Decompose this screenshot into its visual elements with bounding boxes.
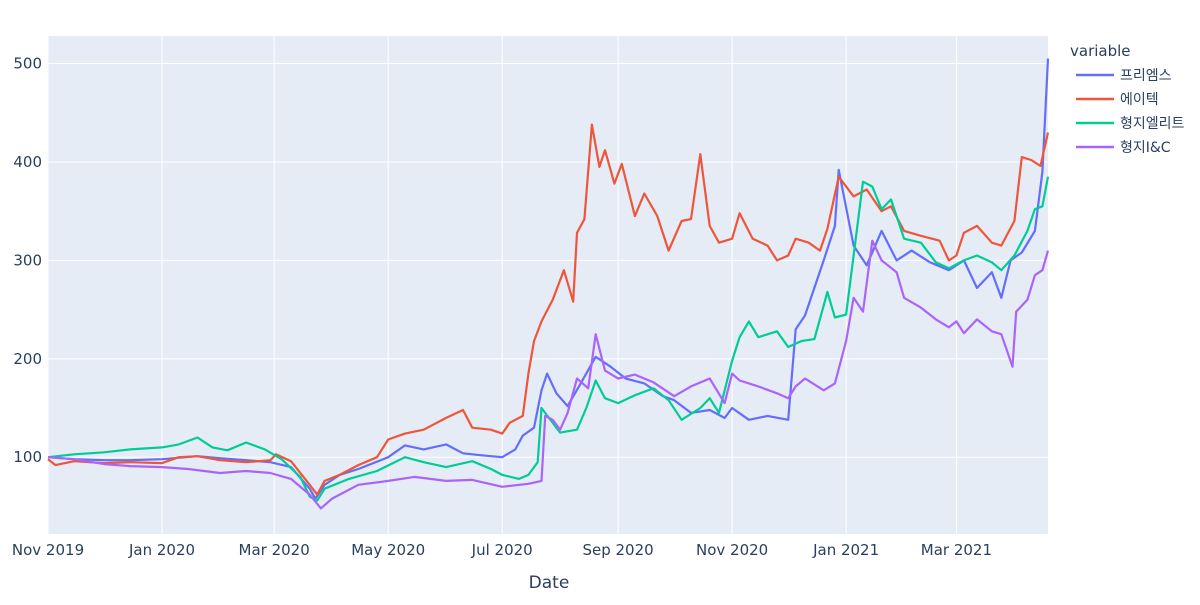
x-gridlines <box>47 36 957 534</box>
y-tick-label: 400 <box>13 153 42 171</box>
x-tick-label: Nov 2020 <box>696 541 768 559</box>
series-line-2 <box>47 123 1050 496</box>
y-tick-label: 500 <box>13 55 42 73</box>
series-line-4 <box>47 239 1050 510</box>
series-line-1 <box>47 58 1050 500</box>
x-tick-label: Jul 2020 <box>471 541 533 559</box>
legend-label: 에이텍 <box>1120 92 1159 108</box>
x-tick-label: Mar 2021 <box>921 541 992 559</box>
series-lines <box>47 58 1050 510</box>
x-tick-label: Mar 2020 <box>239 541 310 559</box>
y-tick-label: 100 <box>13 448 42 466</box>
y-tick-label: 200 <box>13 350 42 368</box>
x-tick-label: Nov 2019 <box>12 541 84 559</box>
legend-item[interactable]: 프리엠스 <box>1076 68 1172 84</box>
x-tick-label: May 2020 <box>351 541 425 559</box>
x-tick-labels: Nov 2019 Jan 2020 Mar 2020 May 2020 Jul 2020… <box>12 541 992 559</box>
x-tick-label: Sep 2020 <box>582 541 653 559</box>
x-tick-label: Jan 2021 <box>812 541 879 559</box>
legend-item[interactable]: 형지엘리트 <box>1076 116 1185 132</box>
legend-item[interactable]: 형지I&C <box>1076 140 1171 156</box>
legend-label: 형지엘리트 <box>1120 116 1185 132</box>
legend-item[interactable]: 에이텍 <box>1076 92 1159 108</box>
legend-label: 형지I&C <box>1120 140 1171 156</box>
x-axis-title: Date <box>529 573 570 593</box>
plot-background <box>48 36 1048 534</box>
legend-label: 프리엠스 <box>1120 68 1172 84</box>
x-tick-label: Jan 2020 <box>128 541 195 559</box>
y-tick-labels: 100 200 300 400 500 <box>13 55 42 467</box>
legend-title: variable <box>1070 42 1131 60</box>
series-line-3 <box>47 176 1050 502</box>
y-tick-label: 300 <box>13 251 42 269</box>
